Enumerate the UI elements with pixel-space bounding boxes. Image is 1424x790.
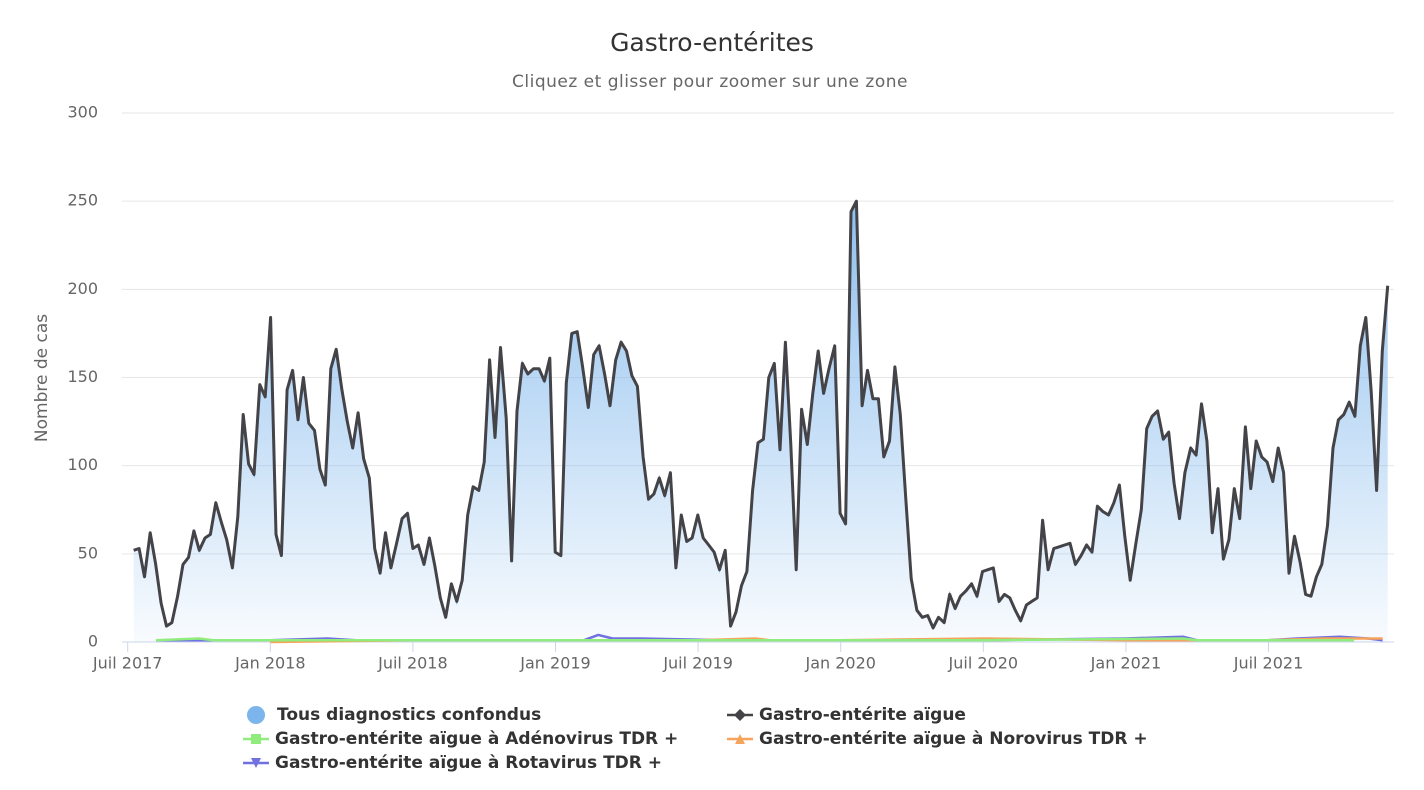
legend-item[interactable]: Gastro-entérite aïgue à Rotavirus TDR + [243,753,662,773]
legend-label[interactable]: Gastro-entérite aïgue à Norovirus TDR + [759,729,1148,749]
x-tick-label: Juil 2018 [377,654,448,673]
x-tick-label: Jan 2019 [519,654,590,673]
area-fill [133,201,1388,642]
y-tick-label: 150 [67,367,98,386]
legend-item[interactable]: Gastro-entérite aïgue [727,705,966,725]
x-tick-label: Juil 2020 [948,654,1019,673]
x-tick-label: Juil 2021 [1233,654,1304,673]
x-tick-label: Jan 2018 [234,654,305,673]
x-tick-label: Juil 2017 [92,654,163,673]
y-tick-label: 300 [67,103,98,122]
y-tick-label: 100 [67,455,98,474]
legend-symbol [734,709,746,721]
legend-item[interactable]: Gastro-entérite aïgue à Norovirus TDR + [727,729,1148,749]
legend-label[interactable]: Tous diagnostics confondus [277,705,541,725]
chart-subtitle: Cliquez et glisser pour zoomer sur une z… [512,72,908,92]
legend-symbol [247,706,265,724]
x-tick-label: Jan 2020 [804,654,875,673]
series-line [156,637,1355,642]
legend-item[interactable]: Gastro-entérite aïgue à Adénovirus TDR + [243,729,678,749]
y-axis-title: Nombre de cas [32,314,52,442]
series-line [133,199,1390,630]
y-tick-label: 250 [67,191,98,210]
x-tick-label: Jan 2021 [1090,654,1161,673]
legend-symbol [251,758,261,768]
legend-symbol [251,734,261,744]
legend-label[interactable]: Gastro-entérite aïgue [759,705,966,725]
legend-label[interactable]: Gastro-entérite aïgue à Adénovirus TDR + [275,729,678,749]
legend-item[interactable]: Tous diagnostics confondus [247,705,541,725]
chart-title: Gastro-entérites [610,28,814,57]
y-tick-label: 0 [88,632,98,651]
x-tick-label: Juil 2019 [662,654,733,673]
legend-symbol [735,734,745,744]
legend-label[interactable]: Gastro-entérite aïgue à Rotavirus TDR + [275,753,662,773]
y-tick-label: 200 [67,279,98,298]
y-tick-label: 50 [78,543,98,562]
